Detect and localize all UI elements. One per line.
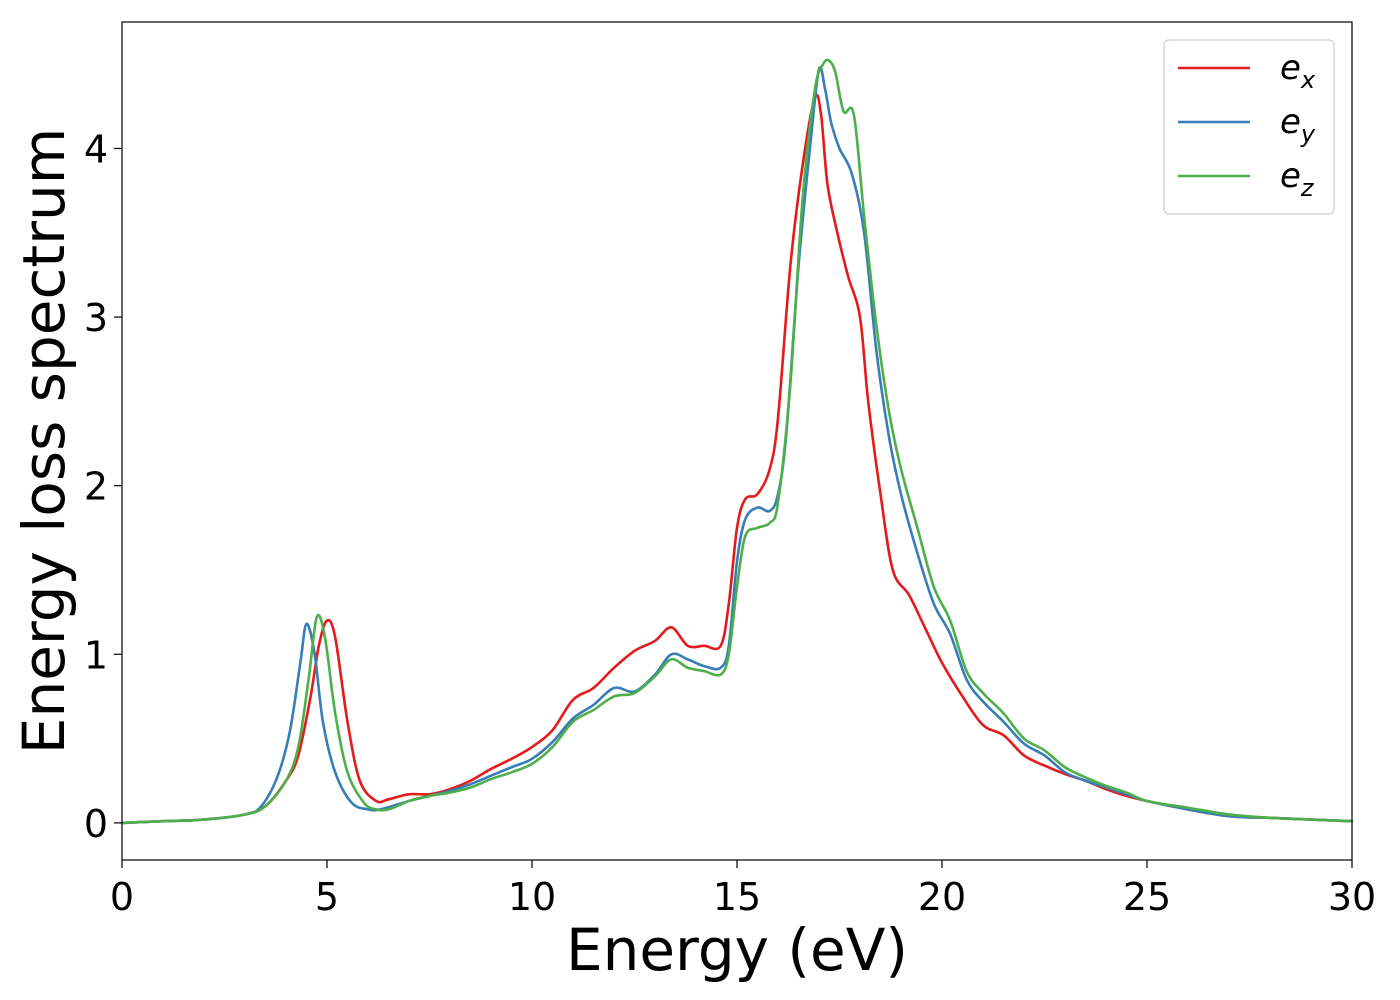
x-tick-label: 20 <box>918 875 966 919</box>
legend-box <box>1163 39 1335 215</box>
series-line-e-x <box>120 93 1354 825</box>
x-ticks: 0 5 10 15 20 25 30 <box>110 860 1376 919</box>
y-tick-label: 2 <box>84 465 108 509</box>
x-tick-label: 5 <box>315 875 339 919</box>
x-tick-label: 10 <box>508 875 556 919</box>
y-tick-label: 3 <box>84 296 108 340</box>
series-line-e-y <box>120 65 1354 825</box>
y-tick-label: 0 <box>84 802 108 846</box>
x-tick-label: 0 <box>110 875 134 919</box>
y-ticks: 0 1 2 3 4 <box>84 127 122 846</box>
y-axis-label: Energy loss spectrum <box>10 128 78 754</box>
plot-background <box>122 22 1352 860</box>
x-tick-label: 25 <box>1123 875 1171 919</box>
x-tick-label: 15 <box>713 875 761 919</box>
x-tick-label: 30 <box>1328 875 1376 919</box>
series-line-e-z <box>120 58 1354 825</box>
y-tick-label: 1 <box>84 633 108 677</box>
y-tick-label: 4 <box>84 127 108 171</box>
x-axis-label: Energy (eV) <box>566 916 908 984</box>
series-layer <box>120 58 1354 825</box>
